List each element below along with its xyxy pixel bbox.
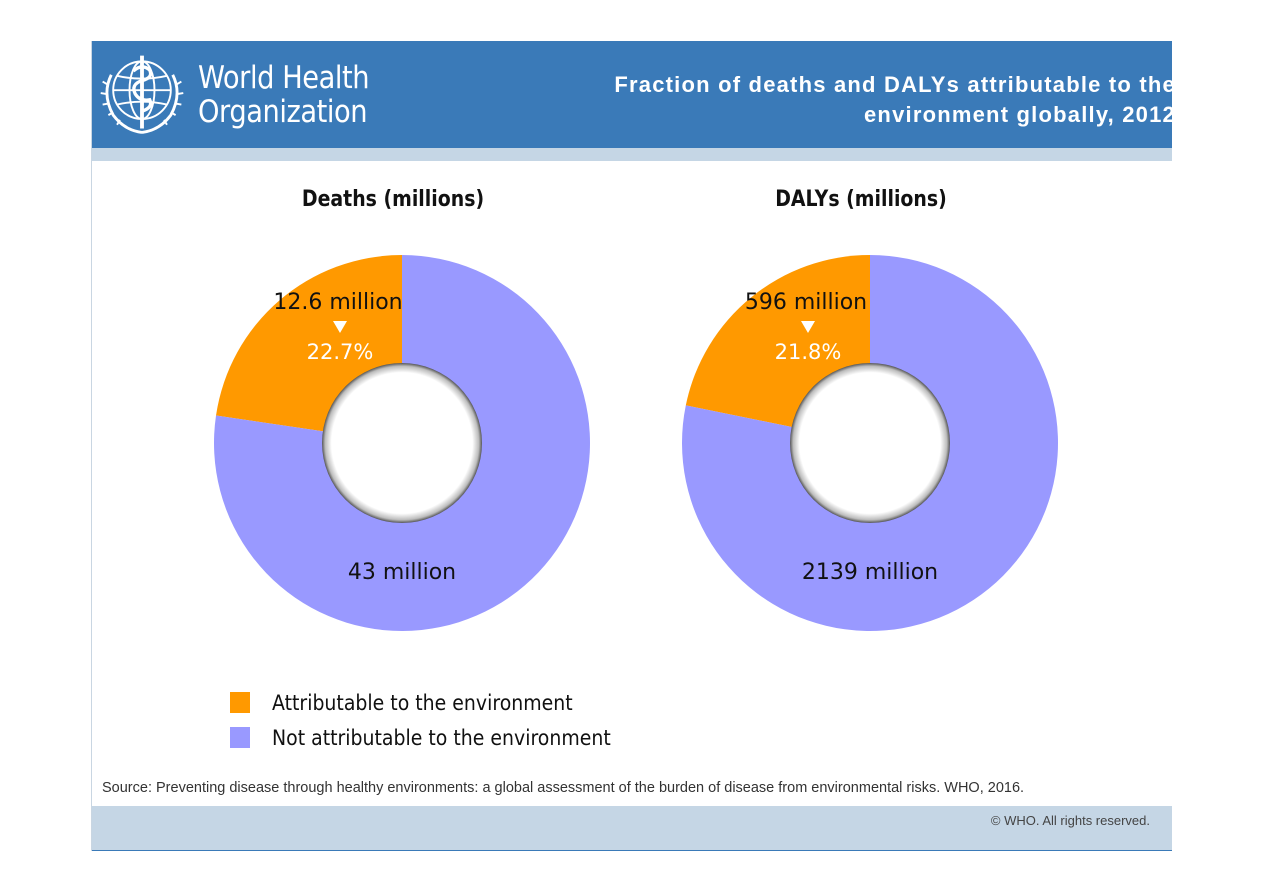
legend-swatch-attributable: [230, 692, 250, 713]
dalys-chart-title: DALYs (millions): [775, 186, 947, 212]
dalys-value-label-attributable: 596 million: [745, 290, 867, 315]
deaths-value-label-attributable: 12.6 million: [273, 290, 402, 315]
source-note: Source: Preventing disease through healt…: [102, 780, 1025, 796]
slide-title: Fraction of deaths and DALYs attributabl…: [614, 72, 1172, 127]
who-emblem-icon: [100, 55, 184, 134]
dalys-percent-label: 21.8%: [775, 340, 842, 364]
deaths-donut-hole: [322, 363, 482, 523]
dalys-arrow-down-icon: [801, 321, 815, 333]
legend-item-not-attributable: Not attributable to the environment: [230, 720, 648, 755]
dalys-donut-hole: [790, 363, 950, 523]
chart-legend: Attributable to the environment Not attr…: [230, 685, 648, 755]
slide: World Health Organization Fraction of de…: [91, 41, 1172, 851]
legend-swatch-not-attributable: [230, 727, 250, 748]
charts-area: Deaths (millions) 12.6 million 22.7% 43 mil…: [213, 186, 1058, 631]
deaths-chart-title: Deaths (millions): [302, 186, 484, 212]
deaths-arrow-down-icon: [333, 321, 347, 333]
footer-bar: © WHO. All rights reserved.: [92, 806, 1172, 851]
header-bar: World Health Organization Fraction of de…: [92, 41, 1172, 148]
legend-label-not-attributable: Not attributable to the environment: [272, 725, 611, 750]
org-name-line2: Organization: [198, 94, 368, 130]
org-name-line1: World Health: [198, 60, 370, 96]
deaths-percent-label: 22.7%: [307, 340, 374, 364]
copyright-note: © WHO. All rights reserved.: [990, 813, 1150, 828]
org-name: World Health Organization: [198, 60, 370, 130]
legend-item-attributable: Attributable to the environment: [230, 685, 648, 720]
dalys-value-label-not-attributable: 2139 million: [802, 560, 938, 585]
legend-label-attributable: Attributable to the environment: [272, 690, 573, 715]
deaths-value-label-not-attributable: 43 million: [348, 560, 456, 585]
header-band: [92, 148, 1172, 161]
